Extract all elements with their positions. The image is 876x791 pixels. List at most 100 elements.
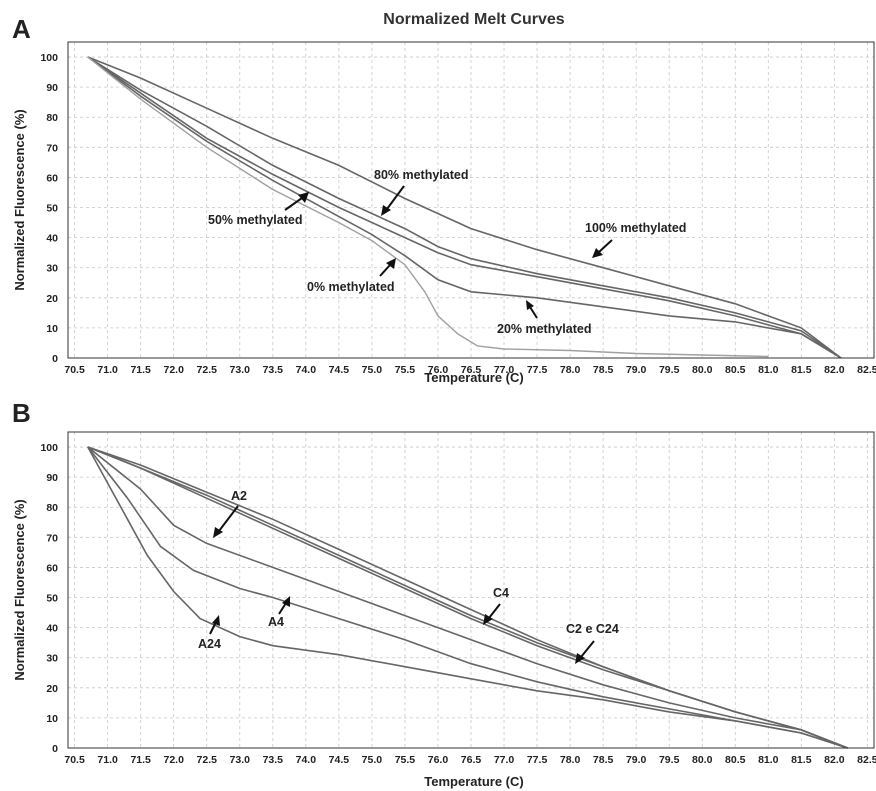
annotation-80-methylated: 80% methylated (374, 168, 468, 182)
panel-b-annotations: A2 C4 C2 e C24 A4 A24 (198, 489, 619, 664)
panel-b-y-ticks: 0 10 20 30 40 50 60 70 80 90 100 (40, 442, 58, 755)
panel-b-x-tick-label: 74.5 (329, 754, 350, 766)
panel-a-x-tick-label: 82.5 (857, 364, 876, 376)
panel-b-y-tick-label: 100 (40, 442, 58, 454)
panel-b-y-tick-label: 60 (46, 562, 58, 574)
panel-a-y-tick-label: 70 (46, 142, 58, 154)
panel-b-x-axis-label: Temperature (C) (424, 774, 523, 789)
panel-b-x-tick-label: 80.0 (692, 754, 713, 766)
panel-b-x-tick-label: 80.5 (725, 754, 746, 766)
panel-b-x-tick-label: 73.5 (263, 754, 284, 766)
arrow-a24-head (212, 615, 220, 626)
panel-a-x-tick-label: 75.5 (395, 364, 416, 376)
panel-a-y-ticks: 0 10 20 30 40 50 60 70 80 90 100 (40, 52, 58, 365)
annotation-0-methylated: 0% methylated (307, 280, 395, 294)
panel-b-curve-a4 (87, 446, 848, 749)
panel-a-y-tick-label: 40 (46, 233, 58, 245)
panel-a-x-ticks: 70.5 71.0 71.5 72.0 72.5 73.0 73.5 74.0 74.5 75.0… (64, 364, 876, 376)
panel-b-x-tick-label: 76.0 (428, 754, 449, 766)
panel-a-y-tick-label: 90 (46, 82, 58, 94)
panel-b-x-tick-label: 77.0 (494, 754, 515, 766)
panel-b-plot-frame (67, 431, 875, 749)
panel-b-curve-a2 (87, 446, 848, 749)
panel-b-x-tick-label: 73.0 (230, 754, 251, 766)
panel-a-x-tick-label: 79.0 (626, 364, 647, 376)
panel-a-x-tick-label: 75.0 (362, 364, 383, 376)
panel-a-curve-20-methylated (87, 56, 842, 359)
panel-b-x-tick-label: 72.5 (197, 754, 218, 766)
arrow-c4-head (483, 614, 493, 625)
panel-a-x-tick-label: 77.0 (494, 364, 515, 376)
panel-b-y-tick-label: 30 (46, 653, 58, 665)
panel-b-y-tick-label: 20 (46, 683, 58, 695)
arrow-0-methylated-head (386, 258, 396, 269)
panel-b-curve-c24 (87, 446, 848, 749)
panel-b-x-tick-label: 74.0 (296, 754, 317, 766)
panel-a-curve-80-methylated (87, 56, 842, 359)
panel-a-curve-100-methylated (87, 56, 842, 359)
panel-b-x-tick-label: 77.5 (527, 754, 548, 766)
panel-b-x-tick-label: 81.5 (791, 754, 812, 766)
panel-b-letter: B (12, 398, 31, 428)
panel-b-x-tick-label: 70.5 (64, 754, 85, 766)
panel-a-plot-frame (67, 41, 875, 359)
panel-b-y-tick-label: 10 (46, 713, 58, 725)
panel-a-x-tick-label: 71.0 (97, 364, 118, 376)
panel-b-x-tick-label: 82.5 (857, 754, 876, 766)
arrow-c2-c24-head (575, 653, 585, 664)
panel-a-y-tick-label: 10 (46, 323, 58, 335)
arrow-c2-c24 (580, 640, 595, 658)
panel-a-x-tick-label: 79.5 (659, 364, 680, 376)
panel-a-x-tick-label: 82.0 (824, 364, 845, 376)
panel-b-y-tick-label: 90 (46, 472, 58, 484)
annotation-a2: A2 (231, 489, 247, 503)
panel-a-y-tick-label: 60 (46, 172, 58, 184)
panel-a-x-tick-label: 73.0 (230, 364, 251, 376)
panel-b-x-tick-label: 82.0 (824, 754, 845, 766)
figure-title: Normalized Melt Curves (383, 11, 564, 28)
panel-b-y-tick-label: 50 (46, 593, 58, 605)
panel-a-annotations: 80% methylated 50% methylated 100% methy… (208, 168, 686, 336)
panel-b-y-tick-label: 70 (46, 532, 58, 544)
annotation-100-methylated: 100% methylated (585, 221, 686, 235)
panel-b-x-ticks: 70.5 71.0 71.5 72.0 72.5 73.0 73.5 74.0 74.5 75.0… (64, 754, 876, 766)
panel-b-x-tick-label: 79.5 (659, 754, 680, 766)
panel-a-grid (68, 42, 874, 358)
panel-a-x-tick-label: 74.5 (329, 364, 350, 376)
panel-b-curve-a24 (87, 446, 848, 749)
panel-a-x-tick-label: 81.5 (791, 364, 812, 376)
panel-b-y-axis-label: Normalized Fluorescence (%) (12, 499, 27, 680)
panel-a-y-tick-label: 50 (46, 203, 58, 215)
panel-b-x-tick-label: 71.5 (130, 754, 151, 766)
panel-a-curve-50-methylated (87, 56, 842, 359)
arrow-a2-head (213, 527, 223, 538)
annotation-20-methylated: 20% methylated (497, 322, 591, 336)
panel-a-x-axis-label: Temperature (C) (424, 370, 523, 385)
panel-a-y-tick-label: 100 (40, 52, 58, 64)
panel-a-x-tick-label: 74.0 (296, 364, 317, 376)
panel-a-x-tick-label: 72.0 (163, 364, 184, 376)
annotation-50-methylated: 50% methylated (208, 213, 302, 227)
panel-a-x-tick-label: 70.5 (64, 364, 85, 376)
arrow-0-methylated (379, 264, 391, 277)
annotation-a4: A4 (268, 615, 284, 629)
arrow-80-methylated (386, 185, 405, 210)
panel-a-y-tick-label: 30 (46, 263, 58, 275)
panel-b-x-tick-label: 72.0 (163, 754, 184, 766)
annotation-c4: C4 (493, 586, 509, 600)
panel-b-curves (87, 446, 848, 749)
arrow-50-methylated (284, 197, 303, 211)
panel-b-x-tick-label: 78.5 (593, 754, 614, 766)
panel-a-x-tick-label: 80.5 (725, 364, 746, 376)
panel-b-x-tick-label: 75.0 (362, 754, 383, 766)
annotation-c2-c24: C2 e C24 (566, 622, 619, 636)
panel-a-x-tick-label: 76.0 (428, 364, 449, 376)
panel-a-letter: A (12, 14, 31, 44)
panel-a-x-tick-label: 76.5 (461, 364, 482, 376)
panel-b-grid (68, 432, 874, 748)
panel-a-curves (87, 56, 842, 359)
panel-b-x-tick-label: 75.5 (395, 754, 416, 766)
arrow-a2 (218, 505, 239, 532)
panel-b-x-tick-label: 79.0 (626, 754, 647, 766)
